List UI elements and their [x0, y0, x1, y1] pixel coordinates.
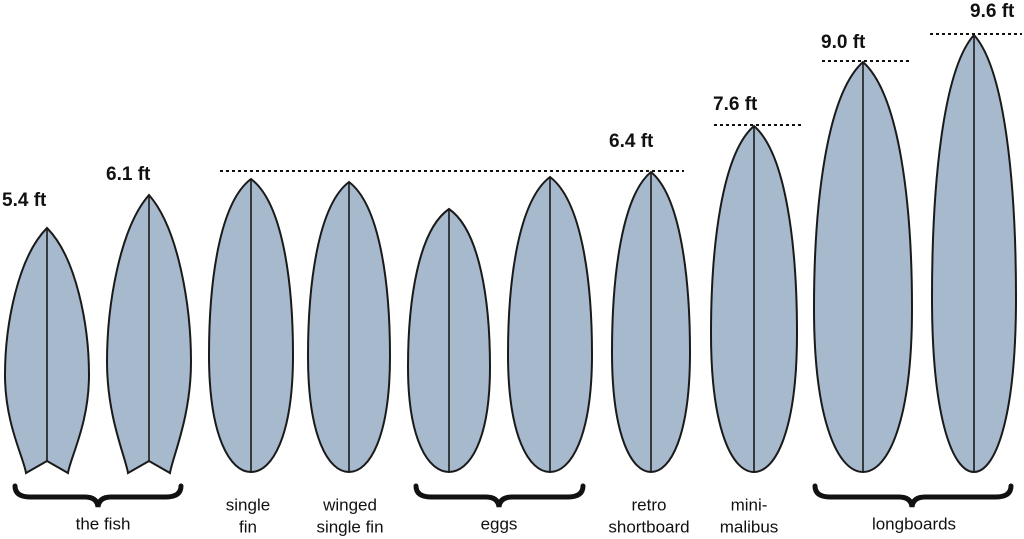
group-label: shortboard [608, 517, 689, 536]
group-brace [12, 483, 184, 508]
group-label: the fish [76, 514, 131, 533]
group-label: winged [322, 495, 377, 514]
length-label: 6.1 ft [106, 164, 151, 185]
group-label: malibus [720, 517, 779, 536]
group-label: fin [239, 517, 257, 536]
group-label: eggs [481, 514, 518, 533]
length-label: 6.4 ft [609, 131, 654, 152]
length-label: 5.4 ft [2, 190, 47, 211]
group-label: retro [632, 495, 667, 514]
group-brace [812, 483, 1014, 508]
group-label: longboards [872, 514, 956, 533]
length-label: 9.6 ft [970, 1, 1015, 22]
group-brace [413, 483, 586, 508]
group-label: mini- [731, 495, 768, 514]
group-label: single [226, 495, 270, 514]
length-label: 7.6 ft [713, 94, 758, 115]
boards [3, 33, 1018, 475]
group-label: single fin [316, 517, 383, 536]
length-label: 9.0 ft [821, 32, 866, 53]
